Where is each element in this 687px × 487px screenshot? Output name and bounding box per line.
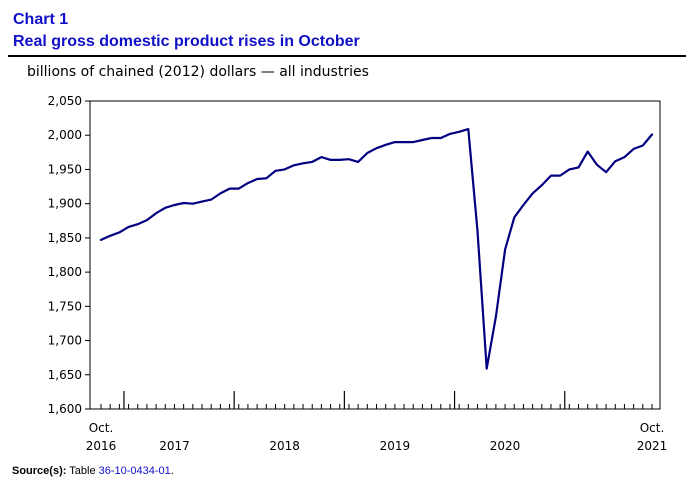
source-text: Table — [69, 465, 96, 477]
y-tick-label: 1,800 — [48, 265, 82, 279]
data-point — [320, 156, 322, 158]
data-point — [522, 204, 524, 206]
data-point — [274, 170, 276, 172]
data-point — [293, 164, 295, 166]
x-tick-label-year: 2021 — [637, 439, 668, 453]
data-point — [164, 207, 166, 209]
x-tick-label-year: 2017 — [159, 439, 190, 453]
x-axis: Oct. 2016 2017 2018 2019 2020 Oct. 2021 — [86, 391, 668, 453]
data-point — [568, 168, 570, 170]
data-point — [531, 192, 533, 194]
data-point — [403, 141, 405, 143]
data-point — [146, 219, 148, 221]
y-tick-label: 1,700 — [48, 334, 82, 348]
data-point — [467, 128, 469, 130]
data-point — [476, 230, 478, 232]
data-point — [559, 174, 561, 176]
data-point — [100, 239, 102, 241]
data-point — [623, 156, 625, 158]
data-point — [256, 178, 258, 180]
data-point — [430, 137, 432, 139]
x-tick-label-year: 2016 — [86, 439, 117, 453]
data-point — [412, 141, 414, 143]
y-tick-label: 1,600 — [48, 402, 82, 416]
data-point — [311, 161, 313, 163]
y-tick-label: 1,950 — [48, 162, 82, 176]
data-point — [440, 137, 442, 139]
y-axis: 1,600 1,650 1,700 1,750 1,800 1,850 1,900 1,950… — [48, 94, 90, 416]
data-point — [495, 315, 497, 317]
data-point — [394, 141, 396, 143]
data-point — [238, 187, 240, 189]
data-point — [513, 216, 515, 218]
data-point — [596, 163, 598, 165]
y-tick-label: 2,000 — [48, 128, 82, 142]
data-point — [614, 160, 616, 162]
data-point — [605, 171, 607, 173]
x-tick-label-year: 2020 — [490, 439, 521, 453]
data-point — [357, 161, 359, 163]
data-point — [137, 223, 139, 225]
x-tick-label-year: 2019 — [380, 439, 411, 453]
data-point — [587, 150, 589, 152]
data-point — [366, 152, 368, 154]
data-point — [109, 235, 111, 237]
data-point — [192, 202, 194, 204]
y-axis-units-label: billions of chained (2012) dollars — all… — [27, 64, 369, 80]
data-point — [329, 159, 331, 161]
data-point — [577, 166, 579, 168]
data-point — [348, 158, 350, 160]
source-label: Source(s): — [12, 465, 67, 477]
x-tick-label-month: Oct. — [640, 421, 665, 435]
y-tick-label: 1,900 — [48, 197, 82, 211]
series-layer — [99, 128, 654, 370]
data-point — [375, 147, 377, 149]
data-point — [247, 182, 249, 184]
y-tick-label: 1,850 — [48, 231, 82, 245]
data-point — [210, 198, 212, 200]
plot-area-frame — [89, 100, 661, 410]
x-tick-label-month: Oct. — [89, 421, 114, 435]
data-point — [504, 248, 506, 250]
chart-number-label: Chart 1 — [13, 11, 69, 28]
source-note: Source(s): Table 36-10-0434-01. — [12, 465, 174, 477]
data-point — [201, 200, 203, 202]
data-point — [651, 133, 653, 135]
data-point — [127, 226, 129, 228]
y-tick-label: 1,750 — [48, 299, 82, 313]
source-table-link[interactable]: 36-10-0434-01 — [98, 465, 171, 477]
title-divider — [8, 55, 686, 57]
source-suffix: . — [170, 465, 174, 477]
data-point — [283, 168, 285, 170]
data-point — [339, 159, 341, 161]
series-line-real-gdp — [99, 128, 654, 370]
data-point — [458, 131, 460, 133]
data-point — [421, 139, 423, 141]
data-point — [449, 133, 451, 135]
data-point — [228, 187, 230, 189]
data-point — [173, 204, 175, 206]
data-point — [541, 184, 543, 186]
data-point — [182, 202, 184, 204]
data-point — [632, 148, 634, 150]
data-point — [155, 212, 157, 214]
x-tick-label-year: 2018 — [269, 439, 300, 453]
data-point — [384, 144, 386, 146]
data-point — [486, 367, 488, 369]
data-point — [642, 144, 644, 146]
data-point — [118, 231, 120, 233]
data-point — [302, 162, 304, 164]
data-point — [550, 174, 552, 176]
y-tick-label: 2,050 — [48, 94, 82, 108]
data-point — [219, 192, 221, 194]
y-tick-label: 1,650 — [48, 368, 82, 382]
data-point — [265, 177, 267, 179]
chart-title: Real gross domestic product rises in Oct… — [13, 33, 360, 50]
